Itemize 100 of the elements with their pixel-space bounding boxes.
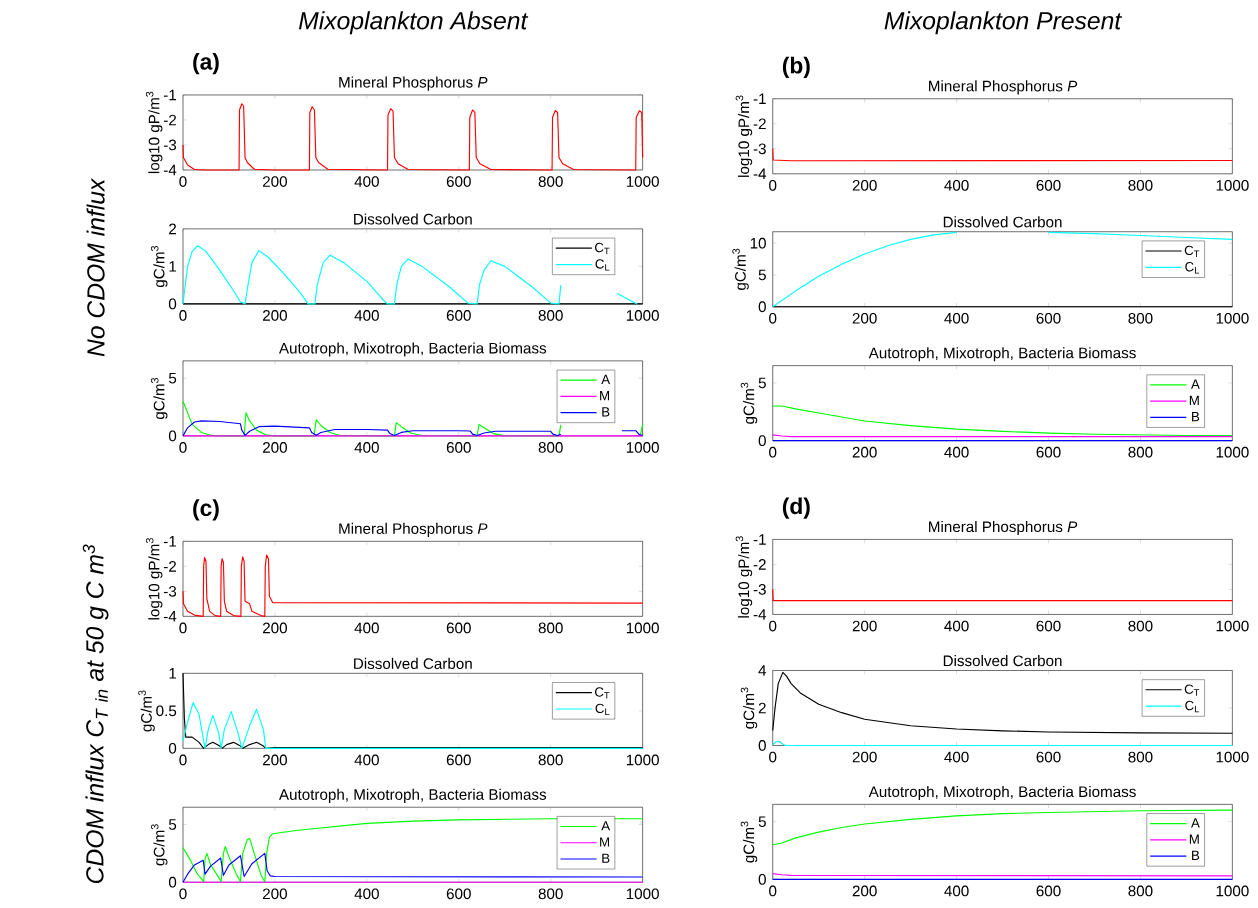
x-tick-label: 800 (538, 442, 563, 453)
y-tick-label: 0 (758, 301, 766, 313)
y-tick-label: -1 (163, 89, 177, 101)
x-tick-label: 400 (944, 313, 969, 324)
y-axis-title: gC/m$^{3}$ (740, 382, 758, 424)
chart-title: Dissolved Carbon (354, 657, 472, 670)
legend-label: C$_{L}$ (1185, 700, 1200, 713)
y-tick-label: -3 (753, 584, 766, 595)
y-tick-label: 5 (168, 372, 177, 384)
text: Mixoplankton Absent (298, 11, 529, 35)
y-axis-title: gC/m$^{3}$ (150, 378, 168, 420)
x-tick-label: 600 (1036, 885, 1061, 897)
legend-label: C$_{T}$ (595, 242, 610, 255)
x-tick-label: 400 (354, 176, 379, 188)
x-tick-label: 1000 (1216, 446, 1249, 458)
x-tick-label: 800 (1128, 180, 1153, 191)
text: (b) (782, 56, 810, 79)
x-tick-label: 0 (179, 442, 187, 453)
y-tick-label: 0 (758, 740, 766, 751)
x-tick-label: 800 (1128, 620, 1153, 632)
legend-label: C$_{T}$ (1184, 245, 1200, 258)
text: $\mathit{No\ CDOM\ influx}$ (86, 178, 105, 357)
x-tick-label: 400 (944, 180, 969, 191)
y-tick-label: -4 (753, 168, 767, 180)
x-tick-label: 400 (354, 442, 379, 453)
x-tick-label: 200 (852, 446, 877, 458)
text: (d) (782, 497, 810, 519)
x-tick-label: 200 (263, 310, 287, 321)
chart-title: Autotroph, Mixotroph, Bacteria Biomass (868, 347, 1136, 362)
y-axis-title: log10 gP/m$^{3}$ (145, 91, 163, 174)
y-axis-title: log10 gP/m$^{3}$ (735, 536, 753, 618)
line-series (182, 852, 644, 883)
y-tick-label: -1 (753, 534, 766, 545)
x-tick-label: 1000 (1216, 180, 1249, 191)
legend-label: B (1192, 850, 1200, 861)
legend-label: B (602, 407, 610, 417)
x-tick-label: 0 (769, 180, 777, 191)
y-axis-title: log10 gP/m$^{3}$ (145, 538, 163, 620)
y-tick-label: 0.5 (156, 705, 177, 717)
y-tick-label: 5 (758, 269, 766, 281)
y-axis-title: gC/m$^{3}$ (138, 690, 155, 732)
y-axis-title: gC/m$^{3}$ (150, 824, 168, 866)
y-axis-title: gC/m$^{3}$ (740, 821, 758, 863)
y-tick-label: -4 (753, 609, 767, 620)
y-tick-label: 1 (169, 668, 177, 679)
y-tick-label: 10 (750, 237, 766, 249)
legend-label: A (601, 821, 611, 831)
x-tick-label: 800 (1128, 446, 1153, 458)
x-tick-label: 600 (446, 622, 471, 634)
chart-title: Autotroph, Mixotroph, Bacteria Biomass (278, 342, 547, 357)
x-tick-label: 0 (179, 310, 187, 321)
y-tick-label: 1 (169, 261, 177, 272)
x-tick-label: 600 (1036, 180, 1061, 191)
y-axis-title: gC/m$^{3}$ (740, 687, 758, 729)
line-series (182, 554, 644, 617)
chart-title: Dissolved Carbon (943, 216, 1062, 228)
x-tick-label: 400 (354, 310, 379, 321)
y-tick-label: 4 (758, 665, 767, 676)
y-tick-label: -3 (753, 143, 766, 155)
x-tick-label: 600 (446, 176, 471, 188)
x-tick-label: 600 (446, 310, 471, 321)
text: Mixoplankton Present (884, 11, 1123, 35)
x-tick-label: 600 (446, 754, 471, 766)
x-tick-label: 1000 (1216, 313, 1249, 324)
legend-label: C$_{T}$ (595, 687, 610, 699)
chart-title: Mineral Phosphorus P (339, 76, 488, 91)
legend-label: A (1191, 818, 1200, 828)
x-tick-label: 200 (852, 885, 877, 897)
y-tick-label: -1 (753, 93, 766, 105)
x-tick-label: 400 (944, 446, 969, 458)
x-tick-label: 0 (769, 751, 777, 763)
x-tick-label: 1000 (626, 754, 659, 766)
x-tick-label: 200 (852, 620, 877, 632)
line-series (182, 702, 644, 749)
x-tick-label: 0 (769, 620, 777, 632)
y-tick-label: 2 (758, 702, 766, 714)
line-series (772, 148, 1233, 162)
x-tick-label: 200 (263, 754, 287, 766)
chart-title: Dissolved Carbon (354, 213, 472, 225)
x-tick-label: 200 (263, 622, 287, 634)
x-tick-label: 0 (769, 446, 777, 458)
y-tick-label: -2 (753, 559, 766, 570)
text: (a) (193, 53, 219, 75)
y-tick-label: -2 (753, 118, 766, 130)
text: (c) (193, 499, 219, 521)
x-tick-label: 1000 (1216, 885, 1249, 897)
x-tick-label: 800 (538, 754, 563, 766)
y-tick-label: -2 (163, 561, 177, 572)
x-tick-label: 200 (852, 313, 877, 324)
y-tick-label: 0 (168, 430, 177, 442)
y-tick-label: 0 (168, 298, 177, 310)
x-tick-label: 600 (1036, 313, 1061, 324)
y-tick-label: -1 (163, 536, 177, 547)
x-tick-label: 400 (944, 885, 969, 897)
x-tick-label: 1000 (626, 442, 659, 453)
x-tick-label: 400 (354, 754, 379, 766)
x-tick-label: 0 (179, 622, 187, 634)
chart-title: Dissolved Carbon (943, 655, 1062, 667)
y-tick-label: -4 (163, 164, 177, 176)
x-tick-label: 400 (944, 751, 969, 763)
